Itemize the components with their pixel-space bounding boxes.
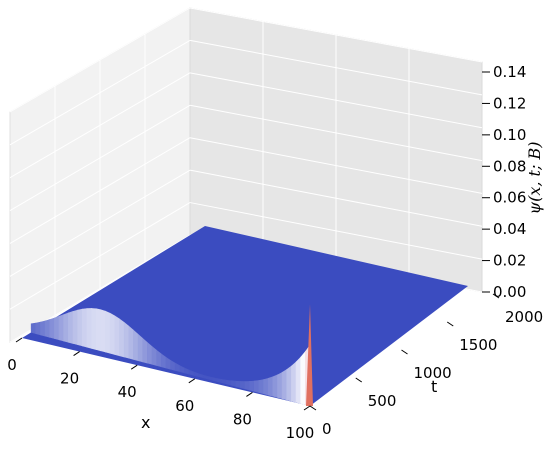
surface-strip	[49, 317, 55, 339]
z-tick-label: 0.10	[493, 126, 526, 144]
z-tick-label: 0.02	[493, 252, 526, 270]
z-axis: 0.00 0.02 0.04 0.06 0.08 0.10 0.12 0.14	[482, 63, 526, 301]
t-tick-mark	[401, 349, 408, 355]
x-tick-mark	[246, 391, 253, 397]
surface-strip	[244, 381, 250, 391]
t-tick-mark	[309, 405, 317, 411]
surface-strip	[91, 308, 97, 350]
surface-strip	[128, 325, 134, 360]
surface-strip	[281, 369, 288, 401]
surface-strip	[44, 319, 51, 338]
x-axis-label: x	[141, 413, 150, 432]
surface-strip	[137, 333, 143, 363]
x-tick-mark	[73, 351, 80, 357]
surface-strip	[235, 380, 241, 388]
surface-strip	[286, 365, 292, 402]
surface-strip	[272, 374, 278, 398]
surface-strip	[295, 356, 302, 404]
surface-strip	[114, 315, 120, 357]
peak-spike	[306, 304, 313, 406]
surface-strip	[58, 314, 64, 342]
x-tick-mark	[15, 337, 23, 343]
surface	[30, 304, 313, 407]
surface-strip	[263, 378, 269, 396]
z-axis-label: ψ(x, t; B)	[525, 142, 544, 215]
surface-strip	[30, 322, 37, 335]
x-tick-mark	[130, 364, 138, 370]
surface-strip	[253, 380, 260, 393]
t-tick-label: 2000	[505, 308, 543, 326]
grid-lines	[9, 7, 483, 343]
t-tick-label: 1000	[414, 364, 452, 382]
surface-strip	[63, 312, 69, 343]
surface-strip	[147, 341, 153, 365]
surface-strip	[54, 315, 60, 341]
surface-strip	[68, 311, 74, 344]
surface-strip	[267, 376, 274, 397]
x-tick-label: 40	[118, 383, 137, 401]
x-tick-label: 100	[286, 424, 315, 442]
surface-strip	[105, 310, 111, 354]
surface-strip	[291, 361, 297, 403]
z-tick-label: 0.06	[493, 189, 526, 207]
surface-strip	[239, 381, 246, 390]
x-tick-label: 20	[60, 370, 79, 388]
surface-strip	[226, 379, 232, 386]
z-tick-label: 0.12	[493, 94, 526, 112]
t-tick-label: 1500	[459, 336, 497, 354]
z-tick-label: 0.14	[493, 63, 526, 81]
t-tick-mark	[492, 293, 500, 299]
surface-strip	[109, 312, 116, 355]
t-tick-label: 500	[368, 392, 397, 410]
surface-strip	[77, 308, 83, 347]
x-tick-label: 80	[233, 410, 252, 428]
surface-strip	[277, 371, 283, 400]
t-axis-label: t	[431, 377, 437, 396]
surface-strip	[86, 308, 92, 349]
z-tick-label: 0.00	[493, 283, 526, 301]
z-tick-label: 0.04	[493, 220, 526, 238]
z-tick-label: 0.08	[493, 157, 526, 175]
surface-strip	[100, 309, 106, 353]
surface-strip	[230, 380, 236, 387]
surface-strip	[40, 320, 46, 337]
x-axis: 0 20 40 60 80 100	[7, 337, 315, 442]
x-tick-mark	[303, 405, 311, 411]
x-tick-label: 60	[175, 397, 194, 415]
surface-strip	[249, 380, 255, 392]
surface-strip	[81, 308, 88, 348]
surface-strip	[300, 350, 306, 406]
surface-strip	[123, 321, 130, 359]
surface-strip	[133, 329, 139, 362]
surface-floor	[22, 226, 468, 406]
t-tick-mark	[355, 377, 363, 383]
surface-strip	[258, 379, 264, 395]
surface-strip	[35, 321, 41, 336]
surface-strip	[95, 308, 102, 352]
surface-strip	[119, 318, 125, 358]
x-tick-mark	[188, 378, 196, 384]
t-tick-mark	[446, 321, 454, 327]
surface-strip	[72, 309, 78, 346]
surface-strip	[142, 337, 148, 364]
t-axis: 0 500 1000 1500 2000	[309, 293, 543, 438]
x-tick-label: 0	[7, 356, 17, 374]
t-tick-label: 0	[322, 420, 332, 438]
